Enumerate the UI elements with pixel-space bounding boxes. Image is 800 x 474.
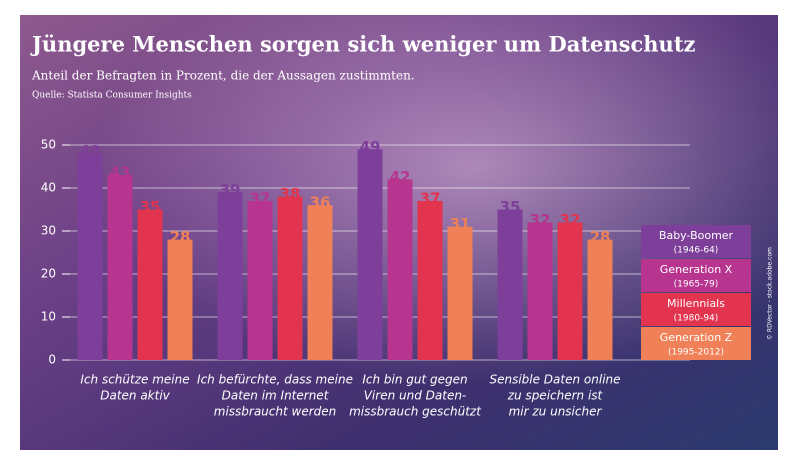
- source: Quelle: Statista Consumer Insights: [32, 91, 192, 101]
- x-tick-label: zu speichern ist: [507, 389, 604, 403]
- y-tick-label: 0: [48, 353, 56, 367]
- data-label: 39: [220, 181, 241, 199]
- x-tick-label: Ich schütze meine: [80, 373, 189, 387]
- data-label: 37: [420, 189, 441, 207]
- bar: [217, 192, 243, 360]
- bar: [107, 175, 133, 360]
- bar: [277, 196, 303, 360]
- legend-label: Baby-Boomer: [659, 229, 734, 242]
- legend-label: Generation Z: [660, 331, 733, 344]
- data-label: 32: [560, 211, 581, 229]
- bar: [497, 209, 523, 360]
- bar: [167, 239, 193, 360]
- y-tick-label: 20: [41, 267, 56, 281]
- legend-label: Millennials: [667, 297, 725, 310]
- data-label: 49: [360, 138, 381, 156]
- x-tick-label: Daten im Internet: [222, 389, 330, 403]
- legend-years: (1965-79): [674, 280, 719, 290]
- y-tick-label: 10: [41, 310, 56, 324]
- bar: [587, 239, 613, 360]
- bar: [307, 205, 333, 360]
- bar: [247, 200, 273, 360]
- bar: [417, 200, 443, 360]
- data-label: 38: [280, 185, 301, 203]
- bar: [447, 226, 473, 360]
- data-label: 32: [530, 211, 551, 229]
- bar: [527, 222, 553, 360]
- y-tick-label: 50: [41, 138, 56, 152]
- legend-swatch: [641, 327, 751, 360]
- x-tick-label: Ich befürchte, dass meine: [197, 373, 353, 387]
- data-label: 28: [590, 228, 611, 246]
- bar: [387, 179, 413, 360]
- bar: [77, 153, 103, 360]
- bar: [357, 149, 383, 360]
- x-tick-label: Ich bin gut gegen: [362, 373, 467, 387]
- bar: [137, 209, 163, 360]
- data-label: 35: [140, 198, 161, 216]
- x-tick-label: mir zu unsicher: [509, 405, 603, 419]
- legend-swatch: [641, 225, 751, 258]
- x-tick-label: Viren und Daten-: [364, 389, 467, 403]
- legend-years: (1980-94): [674, 314, 719, 324]
- data-label: 37: [250, 189, 271, 207]
- data-label: 43: [110, 164, 131, 182]
- data-label: 35: [500, 198, 521, 216]
- legend-years: (1946-64): [674, 246, 719, 256]
- x-tick-label: Daten aktiv: [100, 389, 170, 403]
- y-tick-label: 30: [41, 224, 56, 238]
- bar: [557, 222, 583, 360]
- data-label: 28: [170, 228, 191, 246]
- data-label: 48: [80, 142, 101, 160]
- x-tick-label: missbraucht werden: [214, 405, 337, 419]
- data-label: 42: [390, 168, 411, 186]
- y-tick-label: 40: [41, 181, 56, 195]
- x-tick-label: missbrauch geschützt: [349, 405, 482, 419]
- legend-years: (1995-2012): [668, 348, 724, 358]
- data-label: 31: [450, 215, 471, 233]
- x-tick-label: Sensible Daten online: [489, 373, 620, 387]
- data-label: 36: [310, 194, 331, 212]
- chart-subtitle: Anteil der Befragten in Prozent, die der…: [31, 69, 415, 83]
- chart-title: Jüngere Menschen sorgen sich weniger um …: [30, 32, 696, 57]
- legend-swatch: [641, 293, 751, 326]
- credit: © RDVector - stock.adobe.com: [767, 247, 774, 340]
- legend-label: Generation X: [660, 263, 733, 276]
- legend-swatch: [641, 259, 751, 292]
